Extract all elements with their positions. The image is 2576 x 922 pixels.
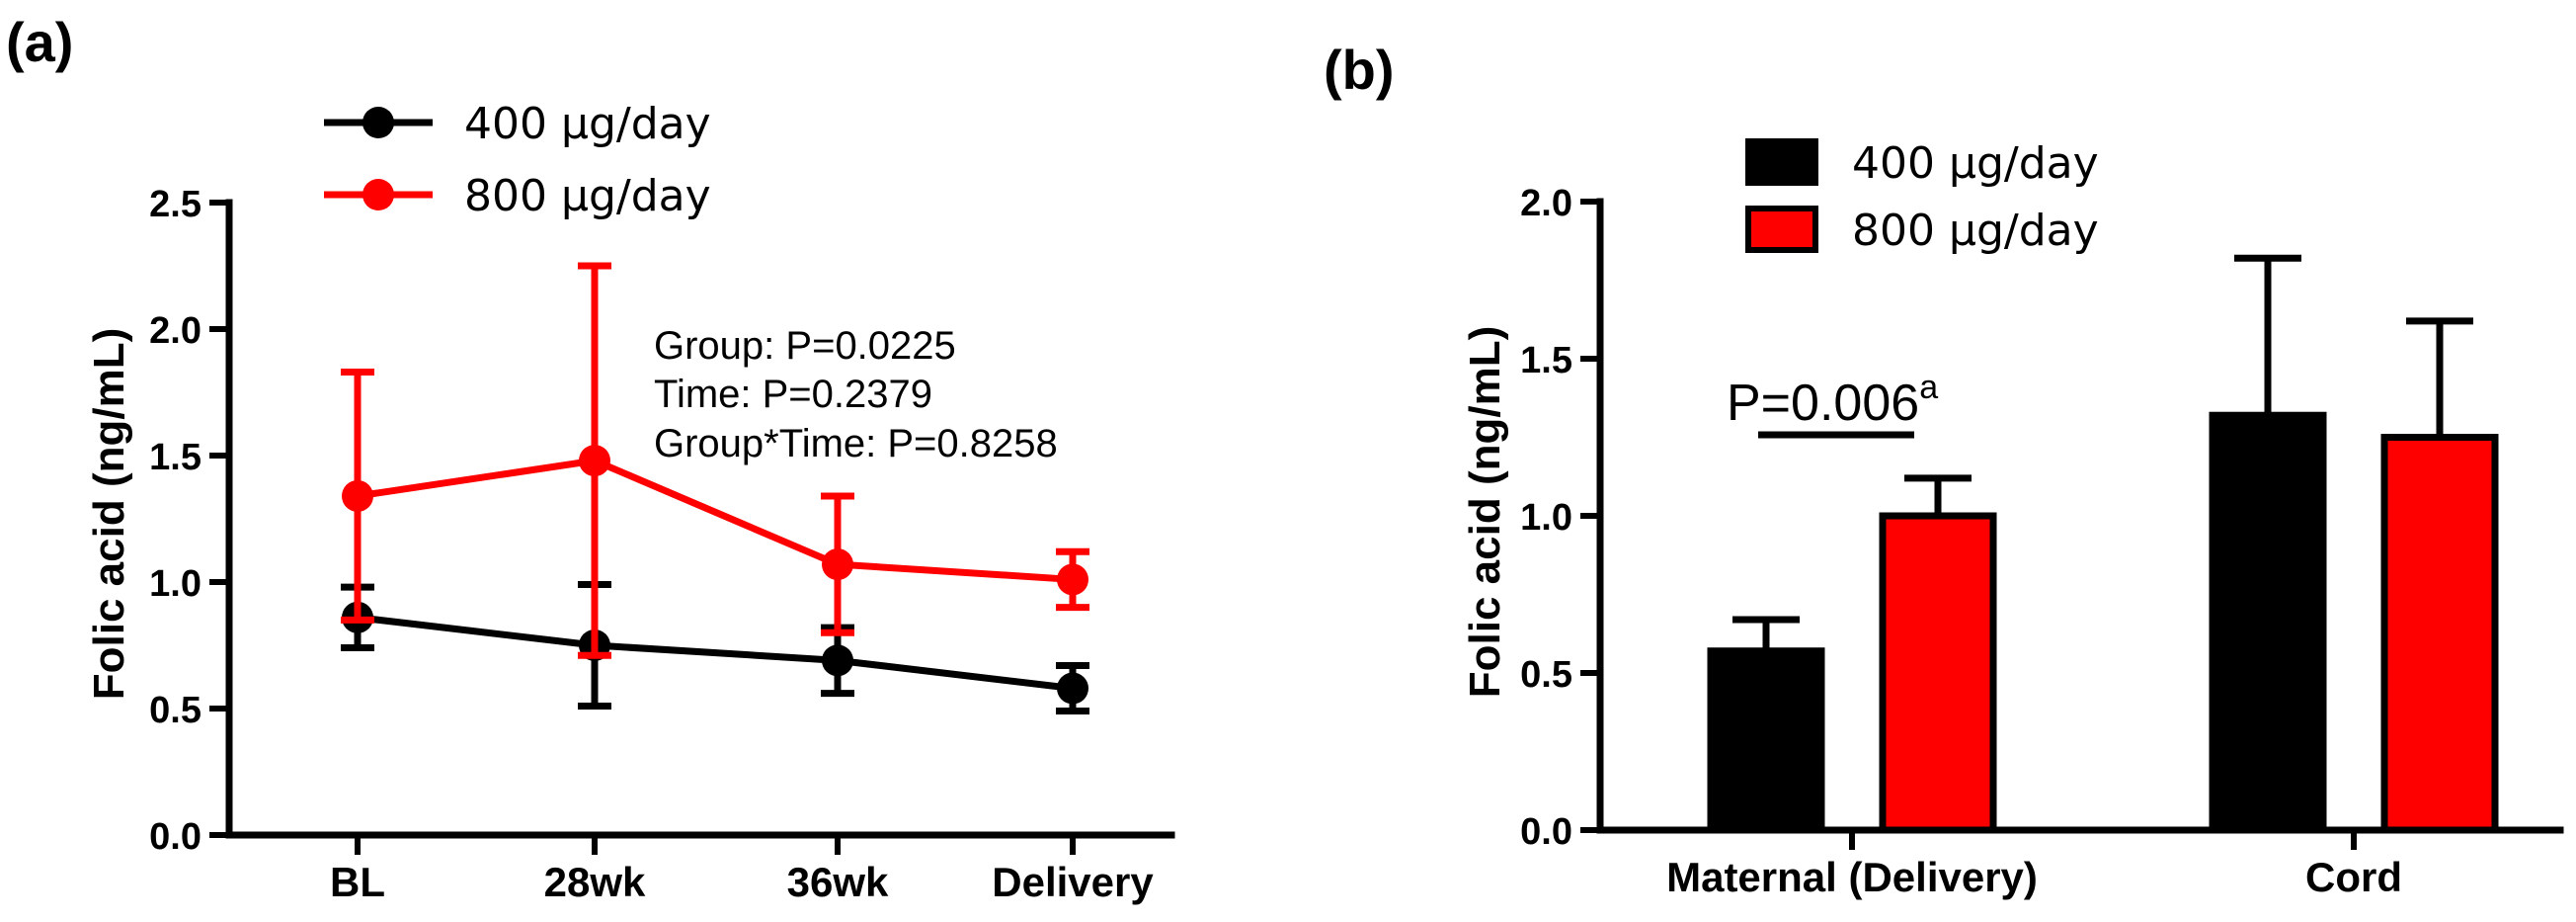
panel-a-y-tick-label: 0.5 — [149, 690, 201, 731]
panel-a-x-tick-label: 36wk — [787, 859, 889, 905]
panel-b-y-tick-label: 2.0 — [1520, 183, 1572, 224]
bar-400 — [2209, 411, 2327, 834]
significance-annotation: P=0.006a — [1727, 369, 1938, 439]
panel-a-y-tick-label: 2.5 — [149, 184, 201, 225]
bar-400 — [1707, 647, 1825, 834]
panel-a-point-800 — [1057, 563, 1088, 596]
panel-b-x-tick-label: Maternal (Delivery) — [1666, 854, 2038, 900]
panel-a-y-tick-label: 1.0 — [149, 563, 201, 605]
legend-b-400-swatch — [1745, 138, 1818, 186]
panel-a-series-400 — [341, 581, 1089, 715]
panel-a-line-400 — [357, 614, 1074, 692]
panel-a-ylabel: Folic acid (ng/mL) — [85, 328, 133, 700]
panel-a-point-400 — [1057, 672, 1088, 705]
panel-a-point-800 — [822, 548, 853, 581]
panel-a-point-400 — [822, 644, 853, 677]
panel-a-series-800 — [341, 262, 1089, 659]
legend-a-800-marker — [362, 179, 394, 210]
panel-a-point-800 — [579, 445, 610, 477]
annotation-group-p: Group: P=0.0225 — [654, 324, 956, 368]
panel-a-label: (a) — [6, 11, 73, 73]
panel-b-label: (b) — [1324, 39, 1395, 101]
legend-b-800-label: 800 μg/day — [1852, 206, 2099, 256]
significance-superscript: a — [1919, 369, 1938, 406]
legend-b-800-swatch — [1745, 206, 1818, 253]
panel-b-y-tick-label: 1.0 — [1520, 497, 1572, 539]
annotation-time-p: Time: P=0.2379 — [654, 373, 932, 416]
significance-p-value: P=0.006 — [1727, 375, 1919, 432]
panel-a-plot: 0.0 0.5 1.0 1.5 2.0 2.5 BL 28wk 36wk Delivery — [149, 184, 1175, 905]
panel-b-x-tick-label: Cord — [2305, 854, 2402, 900]
significance-label: P=0.006a — [1727, 369, 1938, 432]
annotation-interaction-p: Group*Time: P=0.8258 — [654, 422, 1058, 465]
panel-b-plot: 0.0 0.5 1.0 1.5 2.0 Maternal (Delivery) Cord — [1520, 183, 2564, 900]
panel-b-y-tick-label: 0.5 — [1520, 654, 1572, 696]
panel-a-x-tick-label: 28wk — [544, 859, 646, 905]
bar-800 — [2380, 434, 2499, 834]
panel-b-y-tick-label: 1.5 — [1520, 340, 1572, 381]
legend-a-400-label: 400 μg/day — [464, 99, 711, 149]
panel-a-y-tick-label: 0.0 — [149, 816, 201, 858]
panel-a-y-tick-label: 2.0 — [149, 310, 201, 352]
panel-b-legend: 400 μg/day 800 μg/day — [1745, 138, 2099, 256]
panel-a-line-800 — [357, 457, 1074, 583]
bar-800 — [1879, 512, 1997, 834]
panel-a-x-tick-label: BL — [330, 859, 385, 905]
legend-a-400-marker — [362, 107, 394, 138]
legend-a-800-label: 800 μg/day — [464, 171, 711, 221]
panel-b-y-tick-label: 0.0 — [1520, 811, 1572, 853]
panel-a-point-800 — [342, 479, 373, 512]
panel-a-y-tick-label: 1.5 — [149, 437, 201, 478]
legend-b-400-label: 400 μg/day — [1852, 138, 2099, 189]
panel-a-legend: 400 μg/day 800 μg/day — [324, 99, 711, 221]
panel-b-ylabel: Folic acid (ng/mL) — [1461, 326, 1509, 698]
panel-a-annotations: Group: P=0.0225 Time: P=0.2379 Group*Tim… — [654, 324, 1058, 465]
panel-a-x-tick-label: Delivery — [992, 859, 1154, 905]
